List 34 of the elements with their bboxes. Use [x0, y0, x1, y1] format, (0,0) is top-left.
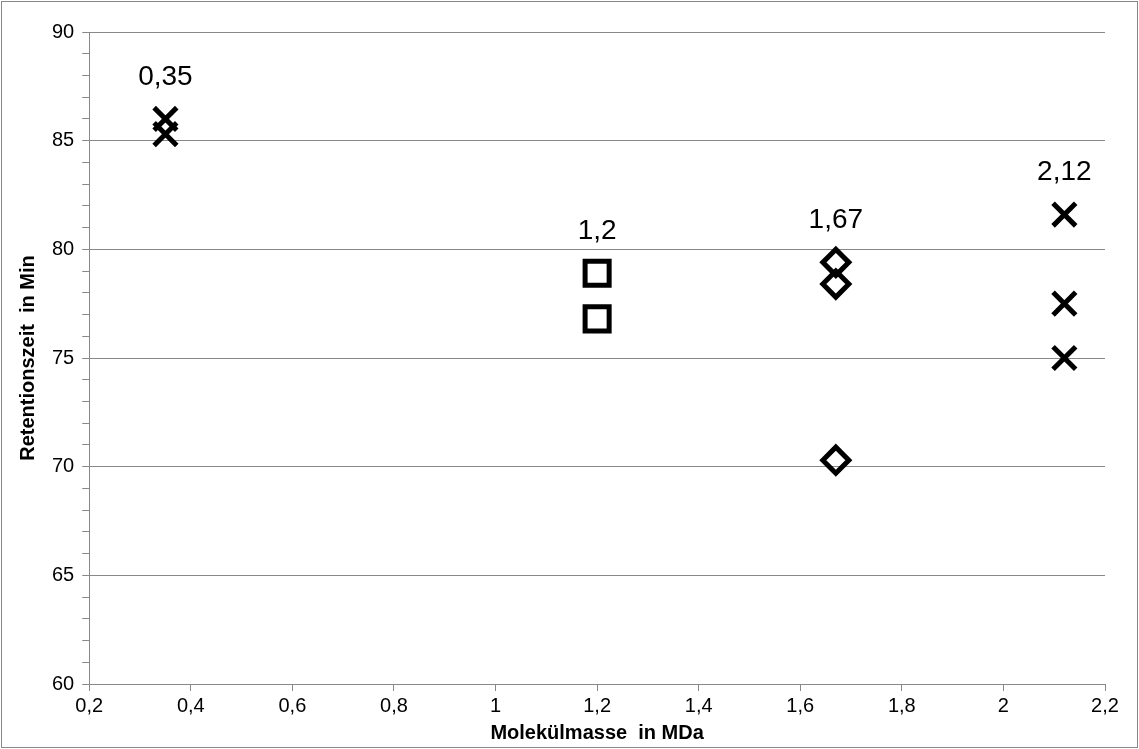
point: [151, 105, 180, 133]
x-tick-label: 0,2: [75, 693, 104, 716]
x-tick-label: 1,6: [786, 693, 815, 716]
x-tick-label: 1: [489, 693, 502, 716]
point: [151, 120, 180, 148]
annotation: 1,67: [808, 203, 864, 235]
x-tick-label: 2: [997, 693, 1009, 716]
annotation: 0,35: [138, 59, 193, 91]
y-tick-label: 80: [52, 236, 75, 259]
x-tick-label: 0,6: [278, 693, 307, 716]
y-tick-label: 90: [52, 19, 75, 42]
y-tick-label: 70: [52, 454, 75, 477]
x-tick-label: 1,4: [684, 693, 713, 716]
y-axis-title: Retentionszeit in Min: [15, 255, 38, 461]
point: [1050, 289, 1079, 318]
point: [1050, 344, 1079, 372]
point: [820, 444, 852, 476]
x-tick-label: 0,8: [380, 693, 408, 716]
y-tick-label: 75: [52, 345, 75, 368]
point: [582, 304, 612, 334]
annotation: 1,2: [577, 213, 617, 245]
point: [582, 258, 612, 288]
x-tick-label: 1,2: [583, 693, 612, 716]
y-tick-label: 60: [52, 671, 75, 694]
x-tick-label: 2,2: [1091, 693, 1119, 716]
x-tick-label: 1,8: [887, 693, 916, 716]
x-tick-label: 0,4: [176, 693, 205, 716]
x-axis-title: Molekülmasse in MDa: [490, 720, 705, 743]
y-tick-label: 85: [52, 128, 75, 151]
y-tick-label: 65: [52, 562, 75, 585]
point: [1050, 200, 1079, 229]
point: [820, 246, 852, 278]
point: [820, 268, 852, 300]
annotation: 2,12: [1037, 155, 1092, 187]
